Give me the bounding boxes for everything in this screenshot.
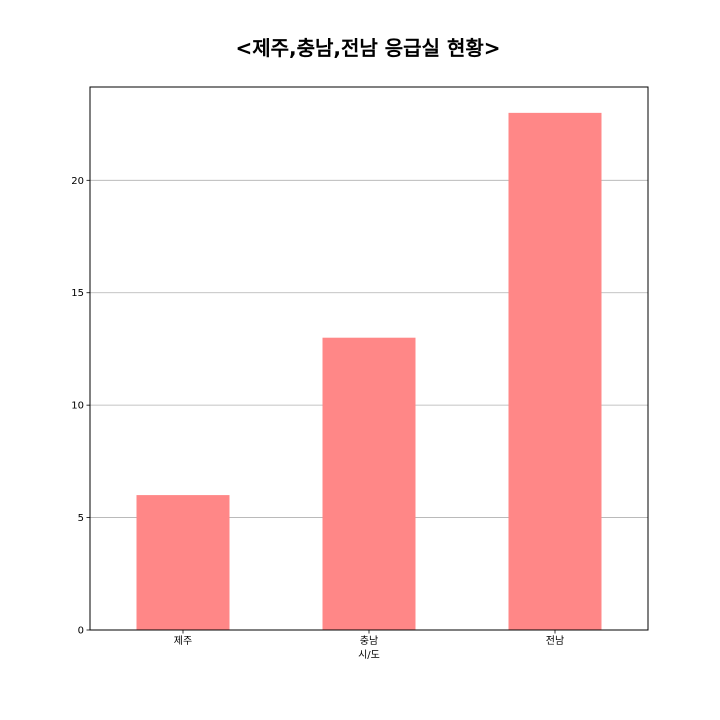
x-axis-label: 시/도 <box>358 649 380 661</box>
y-axis-ticks: 0 5 10 15 20 <box>71 176 90 637</box>
bar-1 <box>322 337 416 630</box>
x-tick-label-1: 충남 <box>360 635 378 647</box>
chart-title: <제주,충남,전남 응급실 현황> <box>235 36 500 60</box>
y-tick-label-0: 0 <box>78 626 84 637</box>
x-axis-ticks: 제주 충남 전남 <box>174 630 564 647</box>
bar-0 <box>136 495 230 630</box>
y-tick-label-15: 15 <box>71 288 84 299</box>
x-tick-label-2: 전남 <box>546 635 564 647</box>
y-tick-label-20: 20 <box>71 176 84 187</box>
y-tick-label-10: 10 <box>71 401 84 412</box>
bars <box>136 112 602 631</box>
bar-2 <box>508 112 602 631</box>
y-tick-label-5: 5 <box>78 513 84 524</box>
x-tick-label-0: 제주 <box>174 635 192 647</box>
